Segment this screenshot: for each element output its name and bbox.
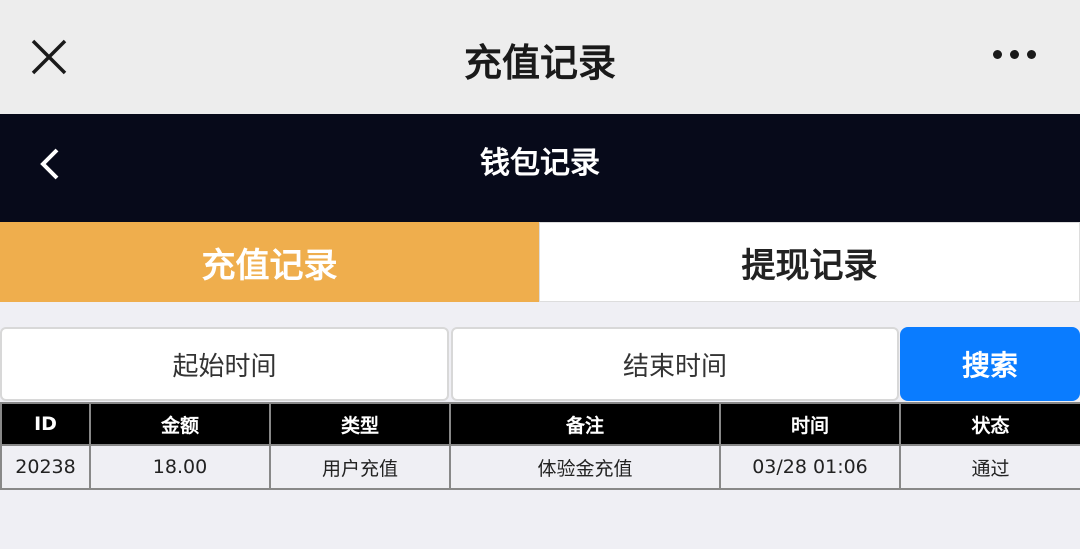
tab-recharge-records[interactable]: 充值记录 <box>0 222 539 302</box>
tab-withdraw-records[interactable]: 提现记录 <box>539 222 1080 302</box>
cell-amount: 18.00 <box>89 444 271 490</box>
close-icon[interactable] <box>30 38 68 76</box>
start-time-input[interactable]: 起始时间 <box>0 327 449 401</box>
search-button[interactable]: 搜索 <box>900 327 1080 401</box>
record-tabs: 充值记录 提现记录 <box>0 222 1080 302</box>
nav-title: 钱包记录 <box>480 146 600 181</box>
cell-time: 03/28 01:06 <box>719 444 901 490</box>
page-title: 充值记录 <box>463 41 616 85</box>
table-row: 20238 18.00 用户充值 体验金充值 03/28 01:06 通过 <box>0 444 1080 490</box>
chevron-left-icon[interactable] <box>38 146 62 182</box>
nav-bar <box>0 114 1080 222</box>
app-top-bar: 充值记录 <box>0 0 1080 114</box>
more-icon[interactable] <box>993 50 1036 59</box>
cell-id: 20238 <box>0 444 91 490</box>
records-table: ID 金额 类型 备注 时间 状态 20238 18.00 用户充值 体验金充值… <box>0 402 1080 490</box>
header-amount: 金额 <box>89 402 271 446</box>
header-time: 时间 <box>719 402 901 446</box>
header-id: ID <box>0 402 91 446</box>
header-note: 备注 <box>449 402 721 446</box>
cell-note: 体验金充值 <box>449 444 721 490</box>
cell-status: 通过 <box>899 444 1080 490</box>
end-time-input[interactable]: 结束时间 <box>451 327 899 401</box>
header-status: 状态 <box>899 402 1080 446</box>
search-bar: 起始时间 结束时间 搜索 <box>0 327 1080 401</box>
cell-type: 用户充值 <box>269 444 451 490</box>
table-header-row: ID 金额 类型 备注 时间 状态 <box>0 402 1080 446</box>
header-type: 类型 <box>269 402 451 446</box>
